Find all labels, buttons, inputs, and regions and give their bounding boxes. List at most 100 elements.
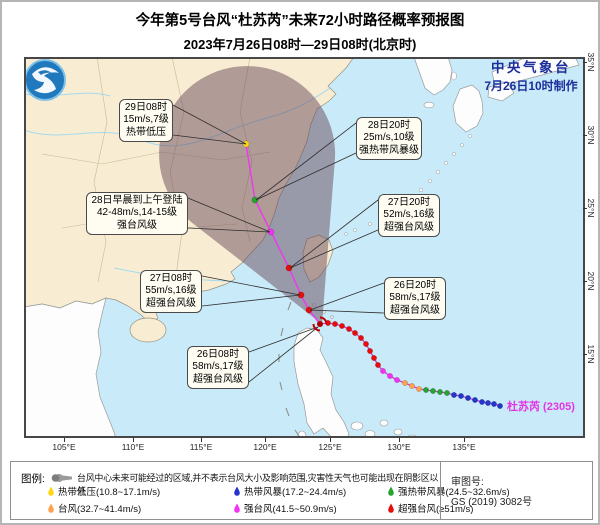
history-point: [491, 401, 497, 407]
lat-tick-label: 15°N: [586, 344, 596, 364]
credit-block: 中央气象台 7月26日10时制作: [478, 56, 584, 94]
history-point: [346, 326, 352, 332]
legend-item-SuperTY: 超强台风(≥51m/s): [387, 501, 473, 515]
lat-tick: [583, 354, 587, 355]
history-point: [497, 403, 503, 409]
history-point: [444, 390, 450, 396]
history-point: [423, 387, 429, 393]
history-point: [358, 335, 364, 341]
history-point: [394, 377, 400, 383]
lon-tick: [330, 438, 331, 442]
history-point: [451, 392, 457, 398]
map-review-label: 审图号:: [451, 477, 484, 488]
cma-logo-icon: [24, 59, 66, 101]
indochina-landmass: [24, 297, 117, 438]
legend-item-STS: 强热带风暴(24.5~32.6m/s): [387, 484, 510, 498]
history-point: [375, 362, 381, 368]
forecast-callout-1: 28日20时 25m/s,10级 强热带风暴级: [356, 117, 422, 161]
history-point: [363, 341, 369, 347]
legend-caption: 图例:: [21, 473, 45, 485]
title-line2: 2023年7月26日08时—29日08时(北京时): [183, 37, 417, 52]
shikoku-island: [487, 81, 515, 102]
history-point: [339, 323, 345, 329]
legend-item-label: 强热带风暴(24.5~32.6m/s): [398, 487, 510, 498]
legend-level-icon: [48, 486, 54, 496]
lat-tick: [583, 62, 587, 63]
probability-cone: [159, 66, 336, 324]
hainan-island: [129, 317, 167, 343]
legend-level-icon: [234, 503, 240, 513]
typhoon-map: [24, 57, 585, 438]
forecast-track: [242, 140, 321, 325]
typhoon-symbol: [312, 316, 328, 332]
lat-tick-label: 35°N: [586, 52, 596, 72]
history-point: [416, 386, 422, 392]
legend-panel: 图例: 台风中心未来可能经过的区域,并不表示台风大小及影响范围,灾害性天气也可能…: [10, 461, 593, 520]
lon-tick: [399, 438, 400, 442]
history-point: [332, 321, 338, 327]
lat-tick: [583, 135, 587, 136]
history-point: [371, 355, 377, 361]
history-point: [465, 395, 471, 401]
history-point: [437, 389, 443, 395]
legend-divider: [440, 462, 441, 519]
history-point: [472, 397, 478, 403]
lat-tick: [583, 281, 587, 282]
legend-item-label: 强台风(41.5~50.9m/s): [244, 504, 337, 515]
title-line1: 今年第5号台风“杜苏芮”未来72小时路径概率预报图: [135, 13, 465, 29]
legend-item-TS: 热带风暴(17.2~24.4m/s): [233, 484, 346, 498]
forecast-callout-6: 26日08时 58m/s,17级 超强台风级: [187, 346, 249, 390]
legend-item-label: 超强台风(≥51m/s): [398, 504, 474, 515]
lon-tick-label: 105°E: [52, 442, 76, 452]
kyushu-island: [452, 84, 484, 133]
legend-level-icon: [234, 486, 240, 496]
legend-level-icon: [48, 503, 54, 513]
legend-item-label: 热带风暴(17.2~24.4m/s): [244, 487, 347, 498]
history-point: [485, 400, 491, 406]
lon-tick: [464, 438, 465, 442]
legend-level-icon: [388, 503, 394, 513]
legend-item-label: 热带低压(10.8~17.1m/s): [58, 487, 161, 498]
page-title: 今年第5号台风“杜苏芮”未来72小时路径概率预报图 2023年7月26日08时—…: [2, 9, 598, 53]
legend-level-icon: [388, 486, 394, 496]
lon-tick-label: 135°E: [452, 442, 476, 452]
legend-item-label: 台风(32.7~41.4m/s): [58, 504, 142, 515]
jeju-island: [423, 101, 435, 109]
storm-name-label: 杜苏芮 (2305): [507, 401, 575, 413]
korea-landmass: [413, 57, 453, 96]
lon-tick: [265, 438, 266, 442]
lat-tick: [583, 208, 587, 209]
tsushima-island: [451, 71, 457, 81]
callout-leader-lines: [172, 104, 385, 383]
lat-tick-label: 20°N: [586, 271, 596, 291]
history-point: [479, 399, 485, 405]
lon-tick-label: 115°E: [189, 442, 213, 452]
lat-tick-label: 30°N: [586, 125, 596, 145]
legend-item-TY: 台风(32.7~41.4m/s): [47, 501, 141, 515]
forecast-point: [251, 196, 259, 204]
lon-tick-label: 120°E: [253, 442, 277, 452]
forecast-callout-3: 27日20时 52m/s,16级 超强台风级: [378, 194, 440, 238]
map-review-number: GS (2019) 3082号: [451, 497, 533, 508]
forecast-callout-2: 28日早晨到上午登陆 42-48m/s,14-15级 强台风级: [86, 192, 188, 236]
legend-item-STY: 强台风(41.5~50.9m/s): [233, 501, 337, 515]
forecast-callout-5: 26日20时 58m/s,17级 超强台风级: [384, 277, 446, 321]
history-point: [367, 348, 373, 354]
lon-tick: [133, 438, 134, 442]
history-point: [402, 380, 408, 386]
forecast-callout-4: 27日08时 55m/s,16级 超强台风级: [140, 270, 202, 314]
forecast-point: [285, 264, 293, 272]
history-point: [409, 383, 415, 389]
lat-tick-label: 25°N: [586, 198, 596, 218]
legend-cone-note: 台风中心未来可能经过的区域,并不表示台风大小及影响范围,灾害性天气也可能出现在阴…: [77, 473, 439, 496]
credit-issued-time: 7月26日10时制作: [484, 79, 578, 93]
lon-tick: [201, 438, 202, 442]
luzon-island: [293, 327, 350, 438]
cone-icon: [51, 474, 72, 483]
history-point: [430, 388, 436, 394]
history-point: [458, 393, 464, 399]
lon-tick-label: 110°E: [121, 442, 145, 452]
legend-item-TD: 热带低压(10.8~17.1m/s): [47, 484, 160, 498]
map-border: [24, 57, 585, 438]
